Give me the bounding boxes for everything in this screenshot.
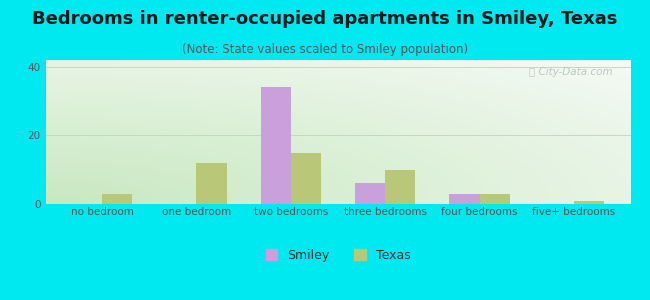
Bar — [385, 170, 415, 204]
Text: (Note: State values scaled to Smiley population): (Note: State values scaled to Smiley pop… — [182, 44, 468, 56]
Text: Bedrooms in renter-occupied apartments in Smiley, Texas: Bedrooms in renter-occupied apartments i… — [32, 11, 617, 28]
Bar — [480, 194, 510, 204]
Legend: Smiley, Texas: Smiley, Texas — [261, 244, 415, 267]
Bar — [449, 194, 480, 204]
Bar — [196, 163, 227, 204]
Text: ⓘ City-Data.com: ⓘ City-Data.com — [529, 67, 613, 77]
Bar — [355, 183, 385, 204]
Bar — [261, 87, 291, 204]
Bar — [291, 153, 321, 204]
Bar — [102, 194, 133, 204]
Bar — [574, 201, 604, 204]
